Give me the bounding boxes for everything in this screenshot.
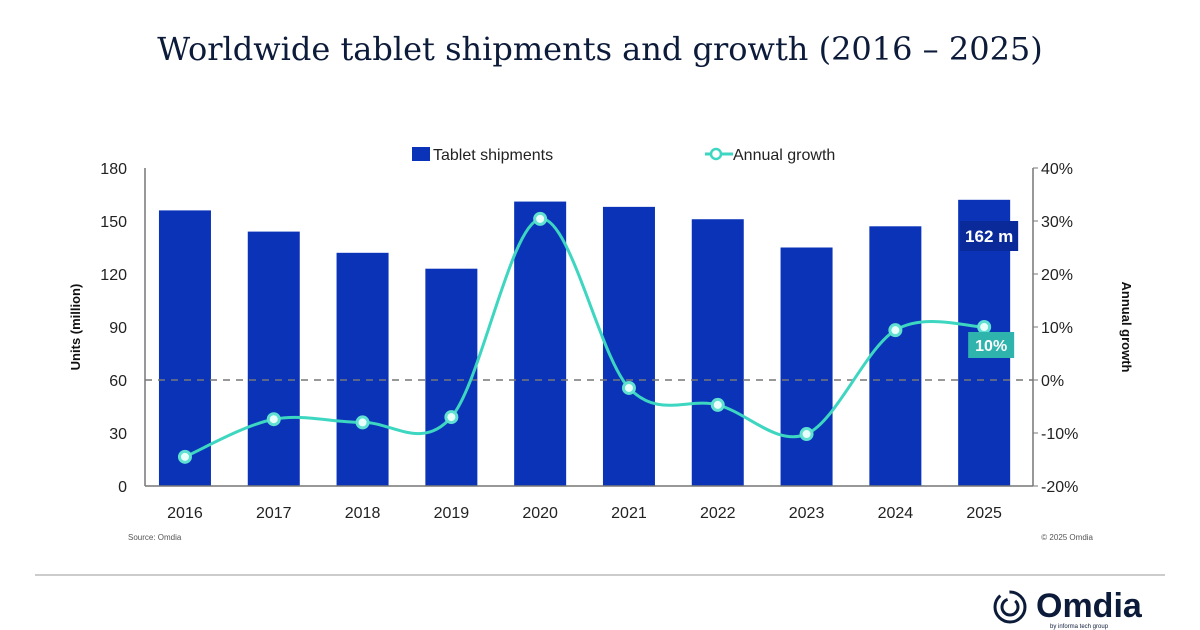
logo-text: Omdia	[1036, 586, 1142, 625]
bar-2021	[602, 206, 655, 486]
x-tick-label: 2023	[789, 505, 825, 522]
y2-tick-label: 0%	[1041, 373, 1064, 390]
x-tick-label: 2016	[167, 505, 203, 522]
growth-point-2022	[710, 397, 725, 412]
y2-tick-label: 30%	[1041, 214, 1073, 231]
chart: 0 30 60 90 120 150 180 -20% -10% 0% 10% 20% 30% 40% 20…	[68, 147, 1134, 542]
bar-2018	[336, 252, 389, 486]
y2-tick-label: 40%	[1041, 161, 1073, 178]
y-tick-label: 30	[109, 426, 127, 443]
y-tick-label: 120	[100, 267, 127, 284]
y-tick-label: 0	[118, 479, 127, 496]
legend-line-marker	[709, 147, 723, 161]
x-tick-label: 2018	[345, 505, 381, 522]
footer-divider	[35, 574, 1165, 576]
y-tick-label: 60	[109, 373, 127, 390]
y-tick-label: 150	[100, 214, 127, 231]
y2-tick-label: 10%	[1041, 320, 1073, 337]
growth-point-2020	[533, 211, 548, 226]
bar-2022	[691, 219, 744, 486]
bar-2023	[780, 247, 833, 486]
growth-annotation: 10%	[975, 338, 1007, 355]
source-note: Source: Omdia	[128, 533, 182, 542]
growth-point-2021	[621, 380, 636, 395]
chart-title: Worldwide tablet shipments and growth (2…	[157, 30, 1043, 68]
omdia-logo-icon	[993, 590, 1027, 624]
x-tick-label: 2024	[878, 505, 914, 522]
bar-annotation: 162 m	[965, 227, 1013, 246]
growth-point-2023	[799, 427, 814, 442]
growth-point-2018	[355, 415, 370, 430]
growth-annotation-box	[968, 332, 1015, 358]
bar-2024	[869, 226, 922, 487]
copyright-note: © 2025 Omdia	[1041, 533, 1093, 542]
y2-tick-label: -20%	[1041, 479, 1078, 496]
bar-2017	[247, 231, 300, 486]
bar-annotation-box	[960, 221, 1019, 251]
x-tick-label: 2022	[700, 505, 736, 522]
omdia-logo: Omdia by informa tech group	[990, 586, 1142, 630]
bar-2020	[514, 201, 567, 487]
growth-point-2019	[444, 410, 459, 425]
y-tick-label: 180	[100, 161, 127, 178]
legend-bar-swatch	[412, 147, 430, 161]
legend-line-label: Annual growth	[733, 147, 835, 164]
x-tick-label: 2020	[522, 505, 558, 522]
logo-tagline: by informa tech group	[1050, 624, 1109, 630]
growth-point-2025	[977, 320, 992, 334]
legend-bar-label: Tablet shipments	[433, 147, 553, 164]
y2-tick-label: -10%	[1041, 426, 1078, 443]
growth-point-2017	[266, 412, 281, 427]
y2-axis-label: Annual growth	[1119, 282, 1134, 373]
bar-2019	[425, 268, 478, 486]
x-tick-label: 2025	[966, 505, 1002, 522]
x-tick-label: 2021	[611, 505, 647, 522]
growth-point-2016	[177, 449, 192, 464]
y2-tick-label: 20%	[1041, 267, 1073, 284]
bar-2016	[158, 210, 211, 486]
x-tick-label: 2019	[434, 505, 470, 522]
y-tick-label: 90	[109, 320, 127, 337]
x-tick-label: 2017	[256, 505, 292, 522]
y-axis-label: Units (million)	[68, 284, 83, 371]
growth-point-2024	[888, 323, 903, 338]
growth-line	[184, 217, 985, 459]
